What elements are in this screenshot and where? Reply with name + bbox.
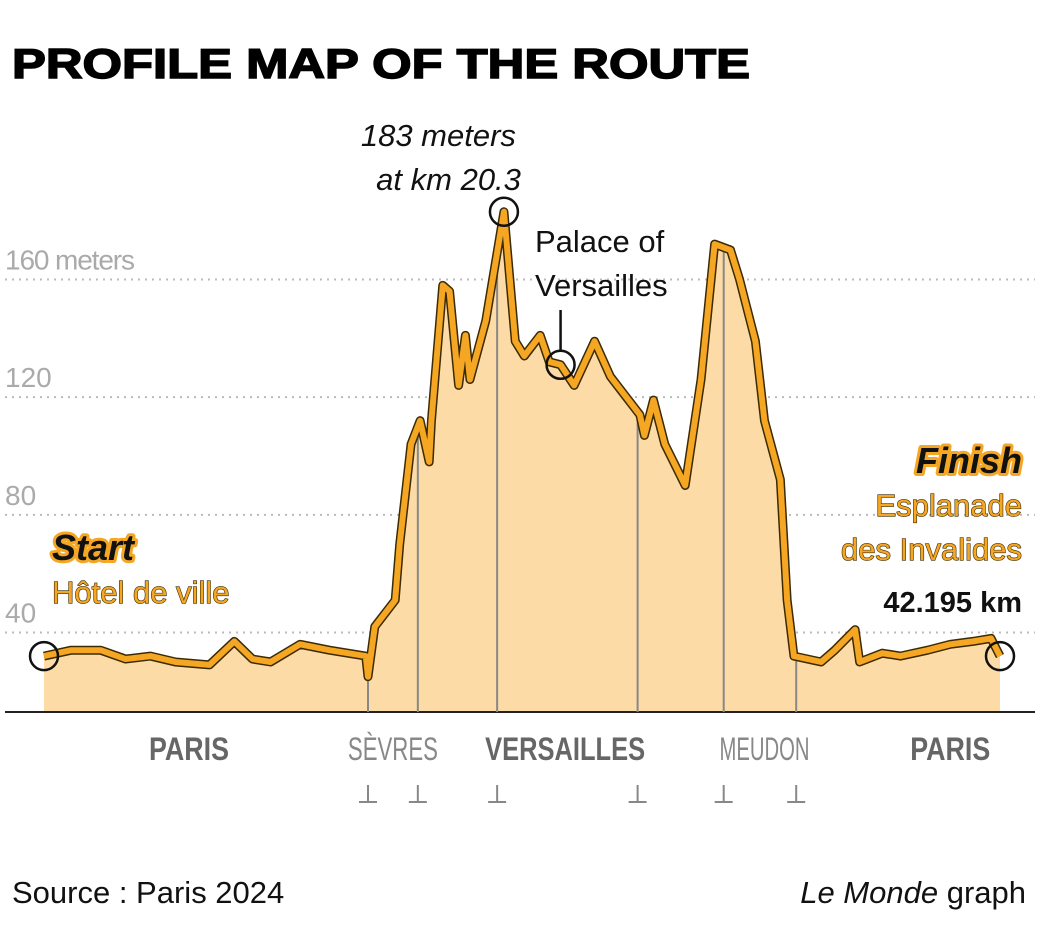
- finish-marker: [984, 640, 1016, 672]
- town-label: PARIS: [149, 731, 229, 767]
- boundary-tick: [488, 785, 507, 803]
- town-label: MEUDON: [719, 731, 809, 767]
- line: [43, 208, 1003, 680]
- credit-suffix: graph: [938, 875, 1026, 910]
- finish-place: Esplanade: [875, 488, 1022, 523]
- boundary-tick: [408, 785, 427, 803]
- chart-title: PROFILE MAP OF THE ROUTE: [12, 40, 750, 87]
- y-tick-label: 40: [5, 598, 36, 629]
- start-place: Hôtel de ville: [52, 575, 229, 610]
- palace-label: Versailles: [535, 268, 668, 303]
- credit-publication: Le Monde: [800, 875, 938, 910]
- credit: Le Monde graph: [800, 875, 1026, 910]
- finish-title: Finish: [916, 440, 1022, 481]
- peak-label: at km 20.3: [376, 162, 521, 197]
- town-label: VERSAILLES: [485, 731, 645, 767]
- peak-label: 183 meters: [361, 118, 516, 153]
- y-tick-label: 160 meters: [5, 244, 135, 275]
- town-label: PARIS: [910, 731, 990, 767]
- palace-label: Palace of: [535, 224, 665, 259]
- boundary-tick: [358, 785, 377, 803]
- boundary-tick: [787, 785, 806, 803]
- finish-distance: 42.195 km: [883, 587, 1022, 619]
- peak-marker: [488, 196, 520, 228]
- start-title: Start: [52, 527, 136, 568]
- source: Source : Paris 2024: [12, 875, 284, 910]
- y-tick-label: 80: [5, 480, 36, 511]
- area-fill: [44, 211, 1000, 712]
- boundary-tick: [628, 785, 647, 803]
- town-label: SÈVRES: [348, 731, 438, 767]
- y-tick-label: 120: [5, 362, 52, 393]
- boundary-tick: [714, 785, 733, 803]
- start-marker: [28, 640, 60, 672]
- finish-place: des Invalides: [841, 532, 1022, 567]
